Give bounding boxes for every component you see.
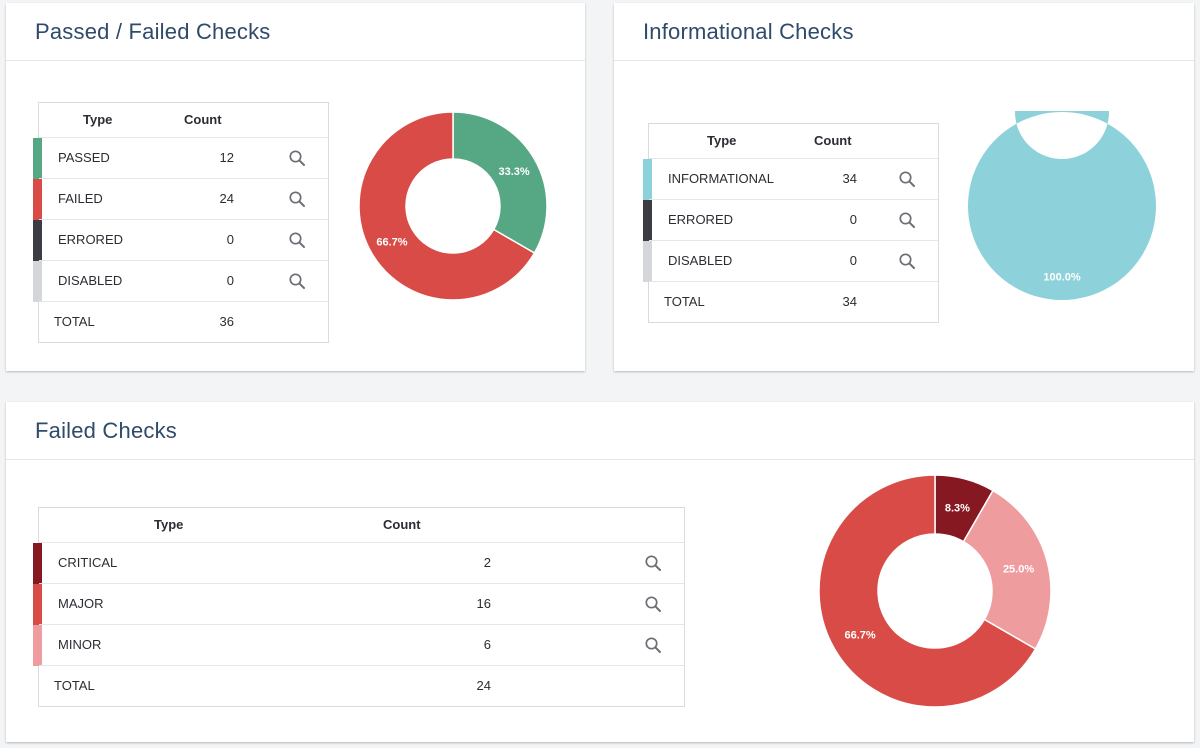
- row-count: 24: [219, 191, 234, 206]
- passed-failed-card: Passed / Failed Checks Type Count PASSED…: [6, 3, 585, 371]
- search-icon[interactable]: [644, 636, 662, 654]
- major-color-swatch: [33, 584, 42, 625]
- table-row-errored: ERRORED 0: [33, 219, 328, 261]
- card-title: Passed / Failed Checks: [35, 19, 271, 44]
- row-type: MINOR: [58, 637, 102, 652]
- slice-percent-label: 66.7%: [844, 629, 875, 641]
- table-row-total: TOTAL 24: [39, 665, 684, 706]
- column-header-type: Type: [707, 133, 737, 148]
- total-count: 34: [842, 294, 857, 309]
- slice-percent-label: 8.3%: [945, 502, 970, 514]
- row-type: MAJOR: [58, 596, 104, 611]
- failed-color-swatch: [33, 179, 42, 220]
- search-icon[interactable]: [898, 211, 916, 229]
- errored-color-swatch: [33, 220, 42, 261]
- table-row-total: TOTAL 36: [39, 301, 328, 342]
- passed-failed-donut-chart: 33.3% 66.7%: [358, 111, 548, 301]
- slice-percent-label: 100.0%: [1043, 272, 1081, 284]
- donut-slice-informational[interactable]: [968, 111, 1156, 300]
- table-row-minor: MINOR 6: [33, 624, 684, 666]
- donut-slice-minor[interactable]: [962, 489, 1052, 651]
- column-header-type: Type: [83, 112, 113, 127]
- row-count: 12: [219, 150, 234, 165]
- column-header-type: Type: [154, 517, 184, 532]
- row-type: DISABLED: [58, 273, 123, 288]
- total-count: 24: [476, 678, 491, 693]
- search-icon[interactable]: [644, 554, 662, 572]
- row-type: CRITICAL: [58, 555, 118, 570]
- table-row-errored: ERRORED 0: [643, 199, 938, 241]
- search-icon[interactable]: [644, 595, 662, 613]
- critical-color-swatch: [33, 543, 42, 584]
- table-row-critical: CRITICAL 2: [33, 542, 684, 584]
- passed-color-swatch: [33, 138, 42, 179]
- card-title: Informational Checks: [643, 19, 854, 44]
- row-count: 0: [226, 232, 234, 247]
- table-header-row: Type Count: [39, 508, 684, 542]
- total-count: 36: [219, 314, 234, 329]
- row-count: 0: [226, 273, 234, 288]
- total-label: TOTAL: [54, 314, 95, 329]
- table-header-row: Type Count: [649, 124, 938, 158]
- table-row-passed: PASSED 12: [33, 137, 328, 179]
- table-header-row: Type Count: [39, 103, 328, 137]
- slice-percent-label: 66.7%: [376, 236, 407, 248]
- table-row-informational: INFORMATIONAL 34: [643, 158, 938, 200]
- informational-color-swatch: [643, 159, 652, 200]
- row-type: INFORMATIONAL: [668, 171, 774, 186]
- failed-checks-donut-chart: 8.3% 25.0% 66.7%: [818, 474, 1052, 708]
- table-row-total: TOTAL 34: [649, 281, 938, 322]
- row-type: ERRORED: [58, 232, 124, 247]
- donut-slice-major[interactable]: [818, 474, 1037, 708]
- minor-color-swatch: [33, 625, 42, 666]
- row-type: DISABLED: [668, 253, 733, 268]
- search-icon[interactable]: [288, 231, 306, 249]
- search-icon[interactable]: [898, 170, 916, 188]
- slice-percent-label: 25.0%: [1003, 564, 1034, 576]
- row-type: FAILED: [58, 191, 103, 206]
- passed-failed-table: Type Count PASSED 12 FAILED 24 ERRORED 0…: [33, 102, 329, 343]
- row-count: 0: [849, 212, 857, 227]
- column-header-count: Count: [383, 517, 421, 532]
- donut-slice-failed[interactable]: [358, 111, 536, 301]
- slice-percent-label: 33.3%: [498, 166, 529, 178]
- failed-checks-table: Type Count CRITICAL 2 MAJOR 16 MINOR 6 T…: [33, 507, 685, 707]
- row-type: ERRORED: [668, 212, 734, 227]
- card-header: Passed / Failed Checks: [6, 3, 585, 61]
- table-row-disabled: DISABLED 0: [33, 260, 328, 302]
- card-header: Informational Checks: [614, 3, 1194, 61]
- table-row-major: MAJOR 16: [33, 583, 684, 625]
- search-icon[interactable]: [288, 272, 306, 290]
- row-count: 16: [476, 596, 491, 611]
- informational-card: Informational Checks Type Count INFORMAT…: [614, 3, 1194, 371]
- card-header: Failed Checks: [6, 402, 1194, 460]
- column-header-count: Count: [184, 112, 222, 127]
- failed-checks-card: Failed Checks Type Count CRITICAL 2 MAJO…: [6, 402, 1194, 742]
- total-label: TOTAL: [664, 294, 705, 309]
- column-header-count: Count: [814, 133, 852, 148]
- search-icon[interactable]: [288, 149, 306, 167]
- search-icon[interactable]: [288, 190, 306, 208]
- card-title: Failed Checks: [35, 418, 177, 443]
- errored-color-swatch: [643, 200, 652, 241]
- table-row-disabled: DISABLED 0: [643, 240, 938, 282]
- row-count: 2: [483, 555, 491, 570]
- row-count: 0: [849, 253, 857, 268]
- donut-slice-passed[interactable]: [452, 111, 548, 255]
- search-icon[interactable]: [898, 252, 916, 270]
- row-count: 6: [483, 637, 491, 652]
- table-row-failed: FAILED 24: [33, 178, 328, 220]
- disabled-color-swatch: [33, 261, 42, 302]
- total-label: TOTAL: [54, 678, 95, 693]
- informational-table: Type Count INFORMATIONAL 34 ERRORED 0 DI…: [643, 123, 939, 323]
- informational-donut-chart: 100.0%: [968, 111, 1156, 300]
- row-type: PASSED: [58, 150, 110, 165]
- disabled-color-swatch: [643, 241, 652, 282]
- row-count: 34: [842, 171, 857, 186]
